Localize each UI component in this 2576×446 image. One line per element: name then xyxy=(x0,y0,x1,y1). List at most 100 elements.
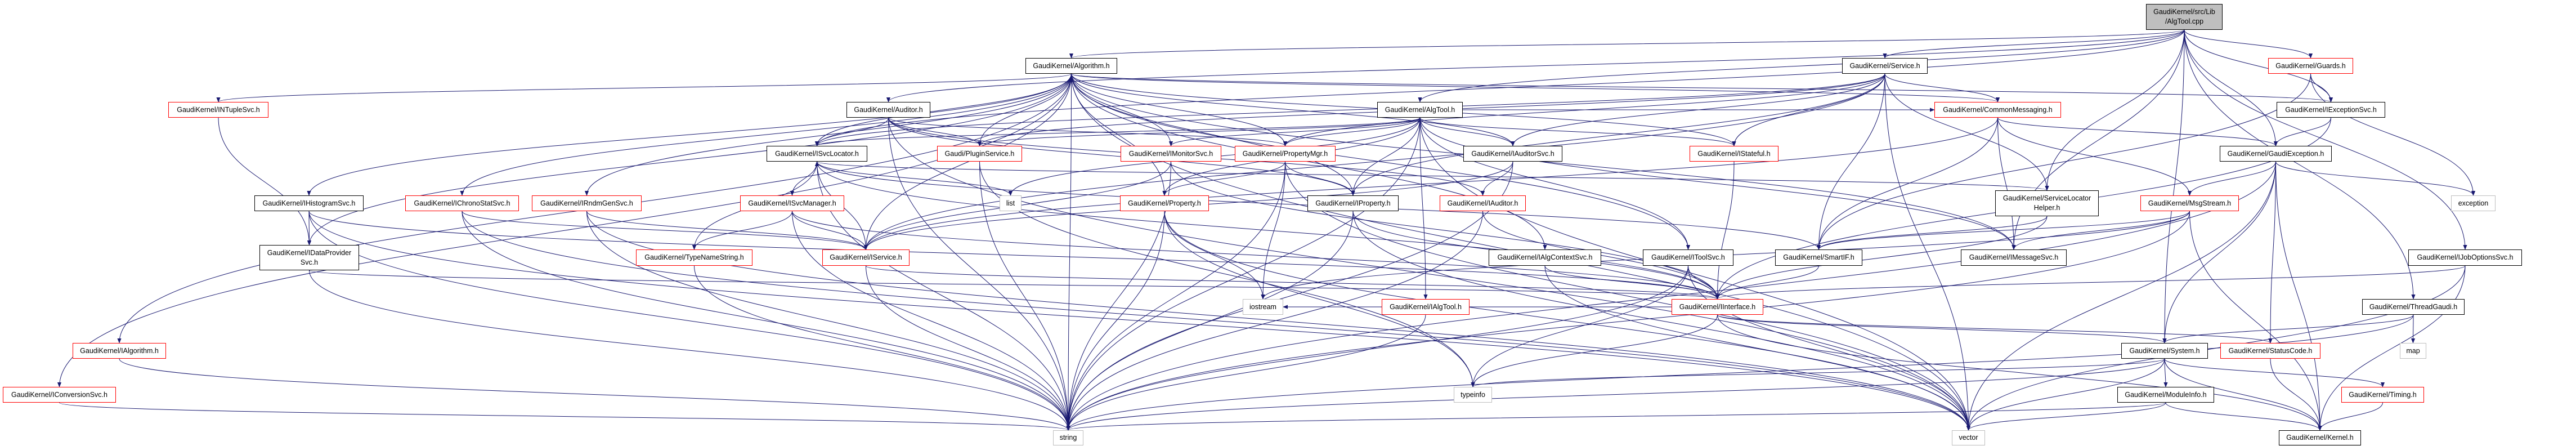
node-ijoboptionssvc[interactable]: GaudiKernel/IJobOptionsSvc.h xyxy=(2408,249,2522,266)
edge-system-to-vector xyxy=(1966,358,2165,431)
node-threadgaudi[interactable]: GaudiKernel/ThreadGaudi.h xyxy=(2362,299,2465,315)
node-ihistogramsvc[interactable]: GaudiKernel/IHistogramSvc.h xyxy=(254,195,364,211)
node-typeinfo: typeinfo xyxy=(1454,387,1492,403)
node-ialgorithm[interactable]: GaudiKernel/IAlgorithm.h xyxy=(73,343,166,359)
edge-threadgaudi-to-system xyxy=(2162,314,2414,344)
edge-pluginservice-to-string xyxy=(979,161,1070,431)
edge-iauditorsvc-to-iauditor xyxy=(1480,161,1513,196)
node-intuplesvc[interactable]: GaudiKernel/INTupleSvc.h xyxy=(168,102,268,118)
node-servicelocatorhelper[interactable]: GaudiKernel/ServiceLocator Helper.h xyxy=(1995,190,2099,216)
edge-auditor-to-propertymgr xyxy=(888,117,1287,146)
edge-algtool_h-to-propertymgr xyxy=(1283,117,1421,146)
edge-root-to-auditor xyxy=(886,29,2185,102)
node-istateful[interactable]: GaudiKernel/IStateful.h xyxy=(1690,146,1778,162)
node-statuscode[interactable]: GaudiKernel/StatusCode.h xyxy=(2220,343,2320,359)
node-ialgtool[interactable]: GaudiKernel/IAlgTool.h xyxy=(1382,299,1470,315)
edge-smartif-to-iinterface xyxy=(1715,265,1819,300)
node-kernel[interactable]: GaudiKernel/Kernel.h xyxy=(2279,430,2361,445)
edge-servicelocatorhelper-to-smartif xyxy=(1817,216,2048,250)
edge-iexceptionsvc-to-gaudiexception xyxy=(2273,117,2331,146)
node-imessagesvc[interactable]: GaudiKernel/IMessageSvc.h xyxy=(1961,249,2067,266)
node-algtool-h[interactable]: GaudiKernel/AlgTool.h xyxy=(1377,102,1463,118)
edge-ihistogramsvc-to-iinterface xyxy=(308,211,1719,300)
edge-algorithm-to-commonmessaging xyxy=(1071,73,2000,102)
edge-algorithm-to-string xyxy=(1066,73,1072,431)
node-service[interactable]: GaudiKernel/Service.h xyxy=(1842,58,1928,74)
edge-service-to-servicelocatorhelper xyxy=(1884,73,2049,191)
node-gaudiexception[interactable]: GaudiKernel/GaudiException.h xyxy=(2220,146,2332,162)
edge-algtool_h-to-istateful xyxy=(1419,117,1736,146)
node-itoolsvc[interactable]: GaudiKernel/IToolSvc.h xyxy=(1643,249,1733,266)
node-idataprovidersvc[interactable]: GaudiKernel/IDataProvider Svc.h xyxy=(259,245,359,270)
node-ialgcontextsvc[interactable]: GaudiKernel/IAlgContextSvc.h xyxy=(1489,249,1601,266)
node-moduleinfo[interactable]: GaudiKernel/ModuleInfo.h xyxy=(2117,387,2214,403)
edge-gaudiexception-to-kernel xyxy=(2275,161,2322,431)
node-iservice[interactable]: GaudiKernel/IService.h xyxy=(822,249,910,266)
edge-algtool_h-to-isvclocator xyxy=(815,117,1421,146)
edge-root-to-algtool_h xyxy=(1418,29,2185,102)
edge-irndmgensvc-to-iservice xyxy=(586,211,868,250)
edge-root-to-iexceptionsvc xyxy=(2184,29,2333,102)
node-iinterface[interactable]: GaudiKernel/IInterface.h xyxy=(1672,299,1763,315)
node-timing[interactable]: GaudiKernel/Timing.h xyxy=(2341,387,2424,403)
node-isvclocator[interactable]: GaudiKernel/ISvcLocator.h xyxy=(767,146,867,162)
edge-commonmessaging-to-iservice xyxy=(864,117,1998,250)
edge-algtool_h-to-itoolsvc xyxy=(1419,117,1691,250)
edge-algtool_h-to-iproperty xyxy=(1351,117,1421,196)
edge-servicelocatorhelper-to-iinterface xyxy=(1715,216,2048,300)
edge-root-to-algorithm xyxy=(1069,29,2185,59)
node-iauditor[interactable]: GaudiKernel/IAuditor.h xyxy=(1440,195,1526,211)
edge-service-to-smartif xyxy=(1816,73,1885,250)
node-ichronostatsvc[interactable]: GaudiKernel/IChronoStatSvc.h xyxy=(405,195,519,211)
node-guards[interactable]: GaudiKernel/Guards.h xyxy=(2268,58,2353,74)
edge-service-to-istateful xyxy=(1732,73,1885,146)
edge-auditor-to-pluginservice xyxy=(888,117,982,146)
node-string: string xyxy=(1053,430,1083,445)
edge-service-to-propertymgr xyxy=(1283,73,1885,146)
edge-servicelocatorhelper-to-isvclocator xyxy=(815,161,2048,191)
edge-algorithm-to-pluginservice xyxy=(977,73,1072,146)
edge-irndmgensvc-to-string xyxy=(586,211,1070,431)
node-pluginservice[interactable]: Gaudi/PluginService.h xyxy=(937,146,1022,162)
node-commonmessaging[interactable]: GaudiKernel/CommonMessaging.h xyxy=(1934,102,2061,118)
node-iexceptionsvc[interactable]: GaudiKernel/IExceptionSvc.h xyxy=(2277,102,2385,118)
node-vector: vector xyxy=(1952,430,1985,445)
node-smartif[interactable]: GaudiKernel/SmartIF.h xyxy=(1775,249,1862,266)
edge-statuscode-to-kernel xyxy=(2270,358,2322,431)
edge-timing-to-kernel xyxy=(2318,402,2383,431)
edge-commonmessaging-to-imessagesvc xyxy=(1997,117,2016,250)
edge-algtool_h-to-string xyxy=(1066,117,1421,431)
edge-algorithm-to-iexceptionsvc xyxy=(1071,73,2333,102)
edge-isvcmanager-to-iinterface xyxy=(792,211,1719,300)
node-algorithm[interactable]: GaudiKernel/Algorithm.h xyxy=(1025,58,1117,74)
edge-gaudiexception-to-string xyxy=(1066,161,2276,431)
node-iproperty[interactable]: GaudiKernel/IProperty.h xyxy=(1307,195,1399,211)
node-irndmgensvc[interactable]: GaudiKernel/IRndmGenSvc.h xyxy=(532,195,642,211)
node-auditor[interactable]: GaudiKernel/Auditor.h xyxy=(846,102,930,118)
edge-service-to-iservice xyxy=(863,73,1885,250)
node-iconversionsvc[interactable]: GaudiKernel/IConversionSvc.h xyxy=(3,387,116,403)
node-property[interactable]: GaudiKernel/Property.h xyxy=(1120,195,1209,211)
edge-algtool_h-to-vector xyxy=(1419,117,1971,431)
node-propertymgr[interactable]: GaudiKernel/PropertyMgr.h xyxy=(1235,146,1336,162)
edge-iinterface-to-statuscode xyxy=(1717,314,2273,344)
node-msgstream[interactable]: GaudiKernel/MsgStream.h xyxy=(2140,195,2239,211)
edge-ichronostatsvc-to-iservice xyxy=(462,211,868,250)
node-isvcmanager[interactable]: GaudiKernel/ISvcManager.h xyxy=(740,195,844,211)
node-system[interactable]: GaudiKernel/System.h xyxy=(2121,343,2208,359)
edge-ijoboptionssvc-to-kernel xyxy=(2318,265,2466,431)
edge-isvcmanager-to-iservice xyxy=(792,211,868,250)
edge-ihistogramsvc-to-vector xyxy=(308,211,1970,431)
edge-property-to-string xyxy=(1066,211,1165,431)
edge-guards-to-exception xyxy=(2310,73,2476,196)
edge-algorithm-to-imonitorsvc xyxy=(1071,73,1173,146)
node-imonitorsvc[interactable]: GaudiKernel/IMonitorSvc.h xyxy=(1121,146,1221,162)
node-iauditorsvc[interactable]: GaudiKernel/IAuditorSvc.h xyxy=(1463,146,1562,162)
edge-msgstream-to-imessagesvc xyxy=(2011,211,2190,250)
node-typenamestring[interactable]: GaudiKernel/TypeNameString.h xyxy=(636,249,752,266)
edge-root-to-service xyxy=(1883,29,2185,59)
edge-root-to-guards xyxy=(2184,29,2313,59)
node-map: map xyxy=(2400,343,2426,359)
edge-iconversionsvc-to-string xyxy=(59,402,1070,431)
